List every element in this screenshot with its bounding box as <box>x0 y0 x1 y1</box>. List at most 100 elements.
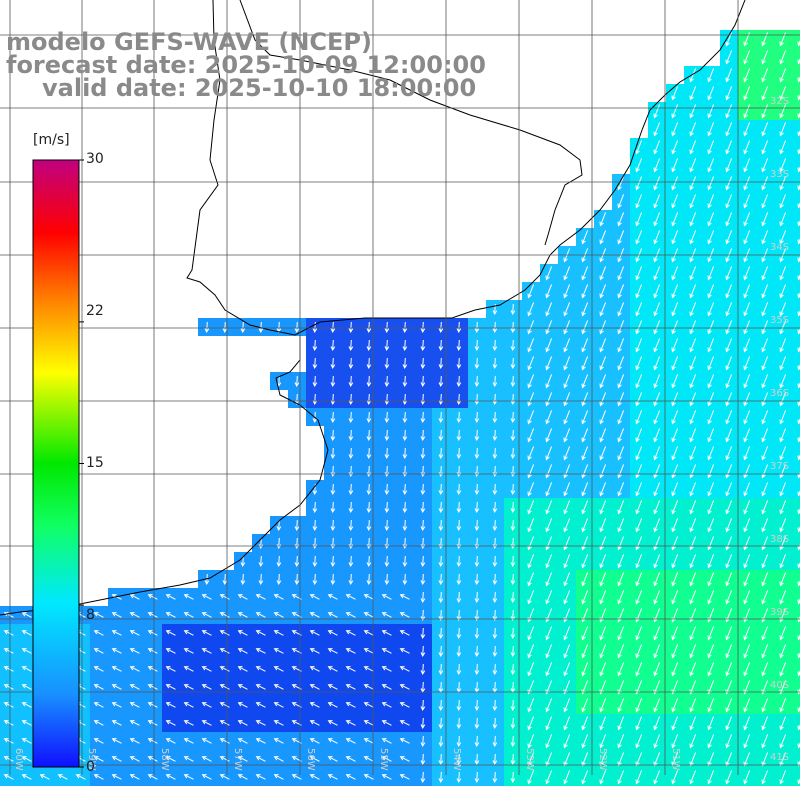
wind-arrow <box>327 594 338 600</box>
wind-arrow <box>599 392 607 407</box>
wind-arrow <box>779 734 787 749</box>
wind-arrow <box>327 630 338 636</box>
wind-arrow <box>510 303 516 316</box>
wind-arrow <box>653 752 661 767</box>
wind-arrow <box>545 752 553 767</box>
wind-arrow <box>492 609 498 622</box>
wind-arrow <box>363 684 374 690</box>
wind-arrow <box>363 594 374 600</box>
wind-arrow <box>438 357 444 370</box>
wind-arrow <box>635 626 643 641</box>
wind-arrow <box>402 483 408 496</box>
wind-arrow <box>93 666 104 672</box>
wind-arrow <box>797 202 800 209</box>
wind-arrow <box>653 230 661 245</box>
wind-arrow <box>327 720 338 726</box>
wind-arrow <box>456 609 462 622</box>
wind-arrow <box>689 662 697 677</box>
wind-arrow <box>743 536 751 551</box>
wind-arrow <box>725 158 733 173</box>
wind-arrow <box>492 627 498 640</box>
longitude-label: 55W <box>378 748 389 771</box>
wind-arrow <box>599 554 607 569</box>
wind-arrow <box>779 626 787 641</box>
wind-arrow <box>222 573 228 586</box>
wind-arrow <box>402 447 408 460</box>
wind-arrow <box>399 720 410 726</box>
wind-arrow <box>581 590 589 605</box>
wind-arrow <box>599 698 607 713</box>
wind-arrow <box>183 594 194 600</box>
wind-arrow <box>635 176 643 191</box>
wind-arrow <box>653 536 661 551</box>
wind-arrow <box>545 770 553 785</box>
wind-arrow <box>725 320 733 335</box>
wind-arrow <box>671 284 679 299</box>
wind-arrow <box>761 518 769 533</box>
wind-arrow <box>492 519 498 532</box>
wind-arrow <box>183 720 194 726</box>
wind-arrow <box>797 778 800 785</box>
wind-arrow <box>617 320 625 335</box>
wind-arrow <box>129 648 140 654</box>
wind-arrow <box>779 482 787 497</box>
wind-arrow <box>563 536 571 551</box>
wind-arrow <box>276 519 282 532</box>
wind-arrow <box>510 429 516 442</box>
wind-arrow <box>707 338 715 353</box>
wind-arrow <box>581 356 589 371</box>
wind-arrow <box>635 554 643 569</box>
wind-arrow <box>381 630 392 636</box>
wind-arrow <box>492 717 498 730</box>
wind-arrow <box>510 339 516 352</box>
latitude-label: 35S <box>770 315 789 326</box>
wind-arrow <box>345 738 356 744</box>
wind-arrow <box>797 220 800 227</box>
wind-arrow <box>725 194 733 209</box>
wind-arrow <box>635 482 643 497</box>
wind-arrow <box>474 501 480 514</box>
wind-arrow <box>779 770 787 785</box>
wind-arrow <box>689 500 697 515</box>
wind-arrow <box>381 612 392 618</box>
wind-arrow <box>420 663 426 676</box>
latitude-label: 38S <box>770 534 789 545</box>
wind-arrow <box>563 266 571 281</box>
wind-arrow <box>204 321 210 334</box>
wind-arrow <box>725 140 733 155</box>
wind-arrow <box>510 609 516 622</box>
wind-arrow <box>563 554 571 569</box>
wind-arrow <box>456 483 462 496</box>
wind-arrow <box>165 684 176 690</box>
wind-arrow <box>779 410 787 425</box>
wind-arrow <box>797 94 800 101</box>
wind-arrow <box>438 753 444 766</box>
wind-arrow <box>474 411 480 424</box>
wind-arrow <box>366 429 372 442</box>
wind-arrow <box>563 374 571 389</box>
wind-arrow <box>366 321 372 334</box>
wind-arrow <box>474 717 480 730</box>
wind-arrow <box>381 774 392 780</box>
wind-arrow <box>671 86 679 101</box>
wind-arrow <box>237 756 248 762</box>
wind-arrow <box>201 738 212 744</box>
wind-arrow <box>599 536 607 551</box>
wind-arrow <box>725 230 733 245</box>
wind-arrow <box>527 302 535 317</box>
wind-arrow <box>599 518 607 533</box>
wind-arrow <box>797 184 800 191</box>
wind-arrow <box>707 464 715 479</box>
wind-arrow <box>129 630 140 636</box>
wind-arrow <box>258 321 264 334</box>
wind-cell <box>792 300 800 318</box>
wind-arrow <box>725 500 733 515</box>
wind-arrow <box>635 590 643 605</box>
wind-arrow <box>237 774 248 780</box>
wind-arrow <box>165 702 176 708</box>
coastline-interior <box>239 0 583 246</box>
wind-arrow <box>671 320 679 335</box>
wind-arrow <box>671 230 679 245</box>
wind-arrow <box>237 666 248 672</box>
wind-arrow <box>492 555 498 568</box>
